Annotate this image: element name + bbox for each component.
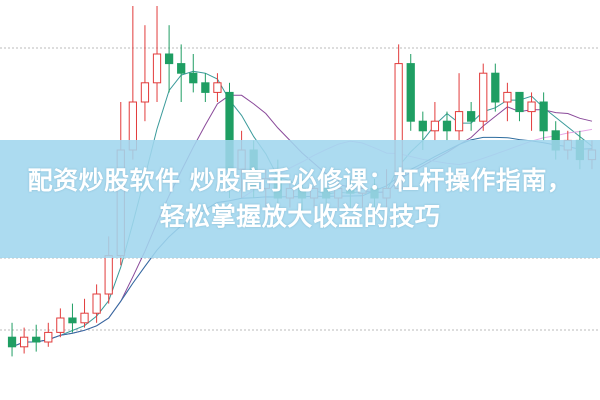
candle [92,284,101,323]
candle-body [189,72,198,84]
candle [140,25,150,122]
candle [442,111,452,141]
candle-body [213,82,222,93]
candle [454,73,464,141]
candle-body [527,101,536,113]
candle-body [19,336,29,348]
candle [491,63,500,112]
candle [189,54,198,93]
candle-body [467,111,476,122]
candle [152,6,162,102]
candle-body [104,255,113,295]
candle [467,102,476,131]
candle [80,298,89,328]
candle-body [92,293,101,314]
candle-body [503,91,512,103]
candle [68,303,77,333]
candle-body [442,120,452,132]
candle [406,54,415,131]
candle [213,73,222,102]
candle-body [454,111,464,132]
candle-body [7,336,17,348]
candle [527,92,536,131]
candle-body [430,120,440,132]
candle-body [68,317,77,324]
candle-body [44,331,53,343]
headline-line-1: 配资炒股软件 炒股高手必修课：杠杆操作指南， [27,166,573,195]
candle [177,44,186,102]
candle-body [406,63,415,122]
candle-body [152,53,162,84]
candle-body [515,91,524,113]
candle [201,73,210,102]
candle [539,92,548,141]
headline-line-2: 轻松掌握放大收益的技巧 [159,202,441,231]
candle [164,25,174,93]
candle [430,102,440,141]
grid-lines [0,47,600,331]
headline-banner: 配资炒股软件 炒股高手必修课：杠杆操作指南， 轻松掌握放大收益的技巧 [0,140,600,258]
candle-body [539,101,548,132]
candle-body [80,312,89,324]
candle [56,308,65,338]
candle [7,322,17,357]
candle-body [491,72,500,103]
candle-body [164,53,174,65]
candle-body [140,82,150,103]
candle [479,63,488,131]
candle [44,322,53,347]
candle [515,91,524,122]
candle-body [177,63,186,74]
candle [19,327,29,354]
candle-body [479,72,488,122]
candle-body [32,336,41,343]
candle [503,82,512,122]
candle [32,324,41,352]
candle [128,6,137,160]
candle-body [201,82,210,93]
candle-body [418,120,427,132]
candle-body [56,317,65,333]
